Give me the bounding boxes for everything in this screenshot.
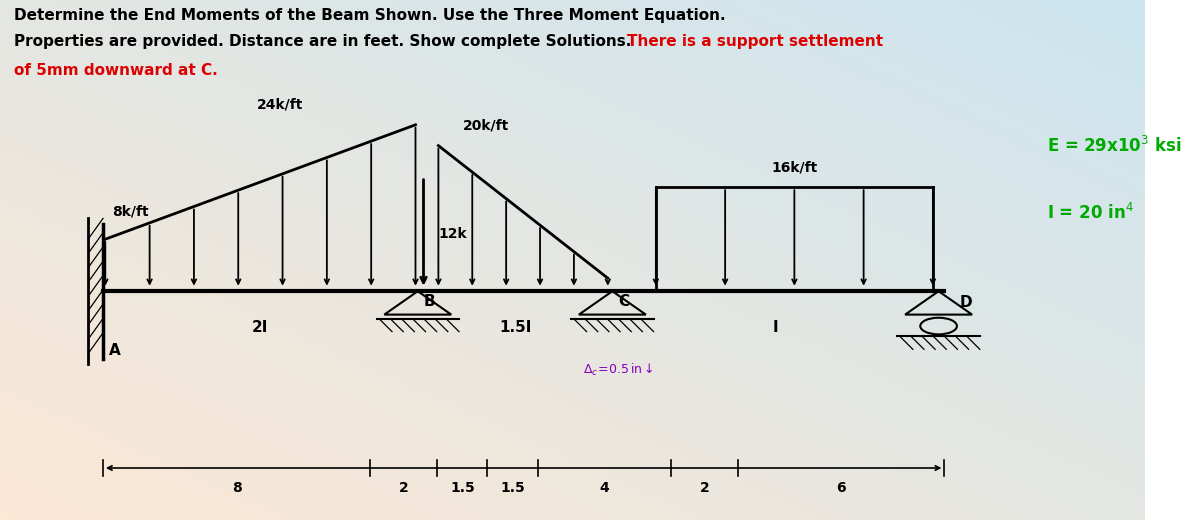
Text: of 5mm downward at C.: of 5mm downward at C. <box>13 63 217 79</box>
Text: 24k/ft: 24k/ft <box>257 98 304 112</box>
Text: 1.5I: 1.5I <box>499 320 532 335</box>
Text: 8k/ft: 8k/ft <box>112 204 149 218</box>
Text: $\Delta_c\!=\!0.5\,\mathrm{in}\downarrow$: $\Delta_c\!=\!0.5\,\mathrm{in}\downarrow… <box>583 361 654 378</box>
Text: 16k/ft: 16k/ft <box>772 160 817 174</box>
Text: 6: 6 <box>836 481 846 495</box>
Text: 2I: 2I <box>252 320 269 335</box>
Text: Properties are provided. Distance are in feet. Show complete Solutions.: Properties are provided. Distance are in… <box>13 34 636 49</box>
Text: B: B <box>424 294 436 309</box>
Text: I: I <box>773 320 779 335</box>
Text: D: D <box>959 295 972 310</box>
Text: There is a support settlement: There is a support settlement <box>628 34 883 49</box>
Text: 1.5: 1.5 <box>500 481 524 495</box>
Text: 4: 4 <box>600 481 610 495</box>
Text: C: C <box>618 294 629 309</box>
Text: E = 29x10$^3$ ksi: E = 29x10$^3$ ksi <box>1048 136 1182 155</box>
Text: Determine the End Moments of the Beam Shown. Use the Three Moment Equation.: Determine the End Moments of the Beam Sh… <box>13 8 725 23</box>
Text: I = 20 in$^4$: I = 20 in$^4$ <box>1048 203 1134 223</box>
Text: 20k/ft: 20k/ft <box>463 119 510 133</box>
Text: 2: 2 <box>398 481 409 495</box>
Text: 1.5: 1.5 <box>450 481 475 495</box>
Text: 12k: 12k <box>438 227 467 241</box>
Text: A: A <box>109 343 120 358</box>
Text: 8: 8 <box>232 481 241 495</box>
Text: 2: 2 <box>700 481 709 495</box>
